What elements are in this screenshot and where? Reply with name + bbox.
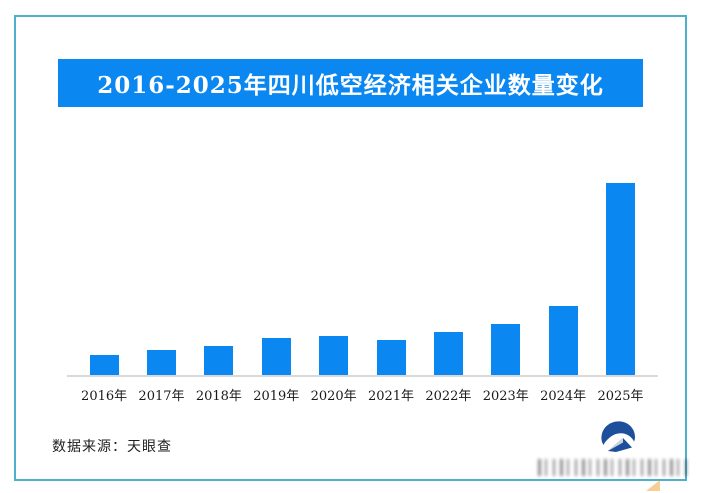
x-tick-label: 2020年 bbox=[310, 389, 357, 404]
x-tick-label: 2016年 bbox=[81, 389, 128, 404]
x-axis-line bbox=[67, 375, 658, 377]
x-tick-label: 2017年 bbox=[138, 389, 185, 404]
bar-2018年 bbox=[204, 346, 234, 375]
chart-title-banner: 2016-2025年四川低空经济相关企业数量变化 bbox=[58, 59, 643, 107]
bar-2025年 bbox=[606, 183, 636, 375]
chart-title: 2016-2025年四川低空经济相关企业数量变化 bbox=[97, 72, 604, 99]
blurred-watermark bbox=[538, 459, 690, 476]
data-source-label: 数据来源：天眼查 bbox=[52, 439, 172, 455]
bar-2016年 bbox=[89, 355, 119, 375]
publisher-logo-icon bbox=[601, 421, 635, 452]
bar-2017年 bbox=[146, 350, 176, 375]
bar-2019年 bbox=[261, 338, 291, 375]
bar-2020年 bbox=[319, 336, 349, 375]
x-tick-label: 2023年 bbox=[482, 389, 529, 404]
x-tick-label: 2025年 bbox=[597, 389, 644, 404]
bar-2024年 bbox=[548, 306, 578, 375]
x-tick-label: 2018年 bbox=[195, 389, 242, 404]
x-tick-label: 2019年 bbox=[253, 389, 300, 404]
bar-2022年 bbox=[433, 332, 463, 375]
x-tick-label: 2022年 bbox=[425, 389, 472, 404]
bar-2021年 bbox=[376, 340, 406, 375]
bar-2023年 bbox=[491, 324, 521, 375]
x-tick-label: 2024年 bbox=[540, 389, 587, 404]
corner-accent-shape bbox=[646, 480, 660, 491]
x-tick-label: 2021年 bbox=[367, 389, 415, 404]
